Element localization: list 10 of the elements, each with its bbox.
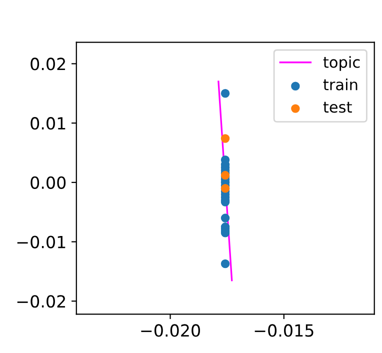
legend-label: train (323, 78, 358, 90)
x-tick-label: −0.020 (141, 324, 200, 337)
y-tick-label: 0.00 (30, 176, 66, 189)
y-tick-label: −0.01 (17, 236, 66, 248)
legend-label: test (323, 102, 352, 113)
y-tick-label: 0.01 (30, 117, 66, 130)
x-tick-label: −0.015 (254, 324, 314, 337)
y-tick-label: 0.02 (30, 58, 66, 70)
y-tick-label: −0.02 (17, 295, 66, 308)
legend-label: topic (323, 56, 360, 71)
